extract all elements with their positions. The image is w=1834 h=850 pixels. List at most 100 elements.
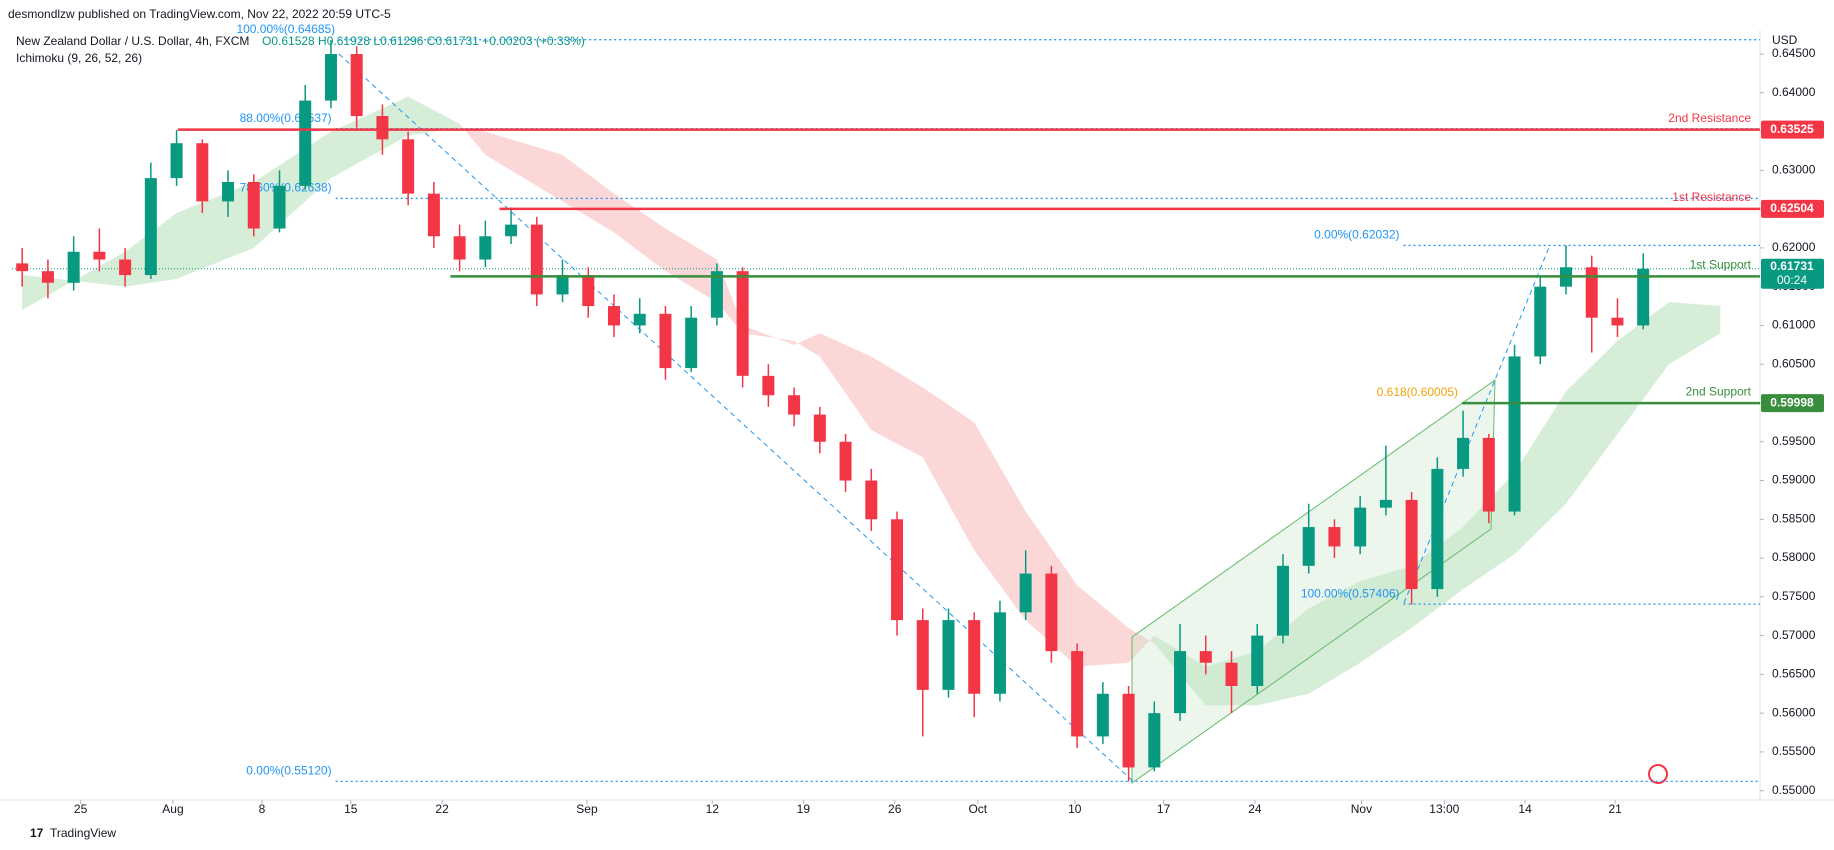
candle-body [427,193,440,237]
candle-body [299,100,312,186]
candle-body [247,181,260,229]
cloud-segment [330,96,409,179]
candle-body [633,313,646,326]
event-icon[interactable] [1648,764,1668,784]
y-tick-label: 0.62000 [1772,240,1816,254]
level-name: 2nd Support [1686,384,1752,398]
y-tick-label: 0.59000 [1772,473,1816,487]
cloud-segment [408,96,460,136]
y-tick-label: 0.57000 [1772,628,1816,642]
ohlc-readout: O0.61528 H0.61928 L0.61296 C0.61731 +0.0… [262,34,585,48]
y-tick-label: 0.63000 [1772,163,1816,177]
candle-body [891,519,904,621]
cloud-segment [794,333,820,357]
candle-body [119,259,132,276]
cloud-segment [1668,302,1721,365]
candle-body [376,116,389,140]
candle-body [505,224,518,237]
y-tick-label: 0.55000 [1772,783,1816,797]
y-tick-label: 0.58500 [1772,511,1816,525]
cloud-segment [1077,585,1129,667]
indicator-label: Ichimoku (9, 26, 52, 26) [16,51,142,65]
footer-brand: TradingView [50,826,116,840]
candle-body [1174,651,1187,714]
price-badge [1761,120,1824,139]
cloud-segment [665,228,717,303]
candle-body [1199,651,1212,663]
candle-body [1096,693,1109,737]
candle-body [16,263,29,272]
y-tick-label: 0.61000 [1772,318,1816,332]
candle-body [479,236,492,260]
y-tick-label: 0.64000 [1772,85,1816,99]
cloud-segment [613,193,666,272]
price-badge-label: 0.63525 [1770,122,1814,136]
x-tick-label: Sep [576,802,598,816]
candle-body [1019,573,1032,613]
fib-label: 0.618(0.60005) [1377,385,1458,399]
countdown-label: 00:24 [1777,273,1807,287]
x-tick-label: 15 [344,802,358,816]
y-tick-label: 0.56500 [1772,667,1816,681]
candle-body [1225,662,1238,687]
candle-body [402,139,415,194]
cloud-segment [1308,581,1361,694]
cloud-segment [819,333,872,431]
candle-body [582,275,595,307]
y-tick-label: 0.60500 [1772,356,1816,370]
candle-body [453,236,466,260]
candle-body [685,317,698,369]
x-tick-label: 13:00 [1429,802,1459,816]
cloud-segment [871,356,923,458]
candle-body [607,306,620,326]
x-tick-label: 26 [888,802,902,816]
cloud-segment [1617,302,1669,434]
cloud-segment [1566,340,1618,504]
candle-body [1276,565,1289,636]
candle-body [1482,437,1495,512]
candle-body [839,441,852,481]
candle-body [788,395,801,415]
candle-body [968,620,981,694]
candle-body [93,251,106,260]
candle-body [993,612,1006,694]
candle-body [1637,268,1650,326]
candle-body [916,620,929,690]
candle-body [273,185,286,229]
y-tick-label: 0.59500 [1772,434,1816,448]
x-tick-label: Aug [162,802,183,816]
cloud-segment [742,325,795,345]
candle-body [1534,286,1547,357]
last-price-label: 0.61731 [1770,259,1814,273]
cloud-segment [562,154,614,233]
price-badge [1761,199,1824,218]
candle-body [350,54,363,117]
candle-body [736,271,749,376]
x-tick-label: 22 [435,802,449,816]
candle-body [942,620,955,690]
candle-body [1431,468,1444,590]
candle-body [1379,499,1392,508]
x-tick-label: 17 [1157,802,1171,816]
x-tick-label: 21 [1608,802,1622,816]
candle-body [170,143,183,179]
y-tick-label: 0.57500 [1772,589,1816,603]
candle-body [1405,499,1418,590]
cloud-segment [1360,565,1412,663]
y-tick-label: 0.58000 [1772,550,1816,564]
candle-body [1585,267,1598,318]
y-tick-label: 0.64500 [1772,46,1816,60]
cloud-segment [1514,391,1566,555]
cloud-segment [974,422,1026,621]
candle-body [1045,573,1058,652]
candle-body [1508,356,1521,512]
level-name: 1st Resistance [1672,190,1751,204]
publisher-line: desmondlzw published on TradingView.com,… [8,7,391,21]
candle-body [1302,527,1315,566]
cloud-segment [253,131,331,248]
candle-body [865,480,878,520]
y-tick-label: 0.56000 [1772,705,1816,719]
x-tick-label: Nov [1351,802,1372,816]
candle-body [1071,651,1084,737]
